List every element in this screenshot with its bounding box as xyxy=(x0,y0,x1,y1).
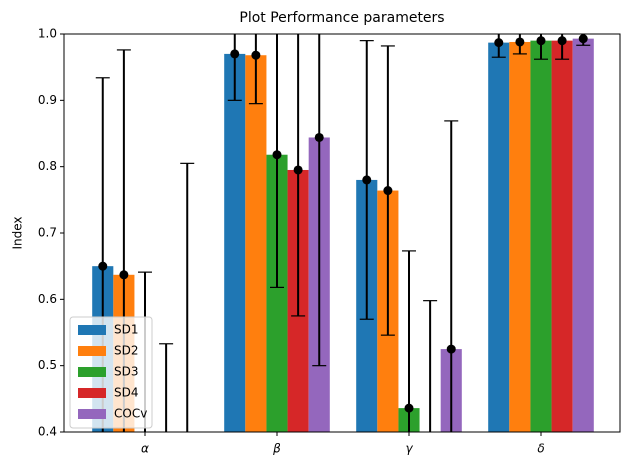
y-tick-label: 0.9 xyxy=(38,93,57,107)
bar xyxy=(224,53,246,432)
bar xyxy=(572,38,594,432)
x-tick-label: γ xyxy=(405,442,413,456)
y-tick-label: 1.0 xyxy=(38,27,57,41)
x-tick-label: α xyxy=(141,442,149,456)
y-tick-label: 0.6 xyxy=(38,292,57,306)
bar xyxy=(420,432,441,465)
x-tick-label: β xyxy=(272,442,281,456)
point xyxy=(98,261,108,271)
point xyxy=(426,461,435,470)
bar xyxy=(509,41,531,432)
point xyxy=(383,186,393,196)
bar xyxy=(488,42,510,432)
bar xyxy=(177,432,198,465)
bar xyxy=(530,40,552,432)
point xyxy=(515,37,525,47)
legend-label: SD4 xyxy=(114,386,139,400)
y-tick-label: 0.4 xyxy=(38,425,57,439)
legend-box xyxy=(69,316,153,429)
point xyxy=(557,36,567,46)
y-tick-label: 0.7 xyxy=(38,226,57,240)
error-bar xyxy=(402,250,416,432)
point xyxy=(536,36,546,46)
point xyxy=(404,403,414,413)
y-axis-label: Index xyxy=(11,216,25,249)
bar xyxy=(156,432,177,470)
point xyxy=(494,38,504,48)
y-tick-label: 0.5 xyxy=(38,358,57,372)
legend-swatch xyxy=(78,346,106,356)
legend-swatch xyxy=(78,367,106,377)
plot-area xyxy=(92,34,594,470)
error-bar xyxy=(180,162,195,432)
point xyxy=(314,132,324,142)
legend-swatch xyxy=(78,388,106,398)
legend-label: SD1 xyxy=(114,323,139,337)
point xyxy=(119,270,129,280)
bar xyxy=(245,55,267,432)
point xyxy=(183,461,192,470)
point xyxy=(251,50,261,60)
bar xyxy=(551,40,573,432)
legend-swatch xyxy=(78,409,106,419)
legend-label: SD2 xyxy=(114,344,139,358)
y-tick-label: 0.8 xyxy=(38,159,57,173)
legend-label: SD3 xyxy=(114,365,139,379)
chart-title: Plot Performance parameters xyxy=(239,10,444,26)
point xyxy=(230,49,240,59)
legend-label: COCv xyxy=(114,407,147,421)
legend-swatch xyxy=(78,325,106,335)
x-tick-label: δ xyxy=(537,442,544,456)
point xyxy=(446,344,456,354)
error-bar xyxy=(159,343,174,432)
point xyxy=(272,150,282,160)
point xyxy=(362,175,372,185)
point xyxy=(578,34,588,44)
point xyxy=(293,165,303,175)
bar xyxy=(266,154,288,432)
error-bar xyxy=(423,300,438,432)
